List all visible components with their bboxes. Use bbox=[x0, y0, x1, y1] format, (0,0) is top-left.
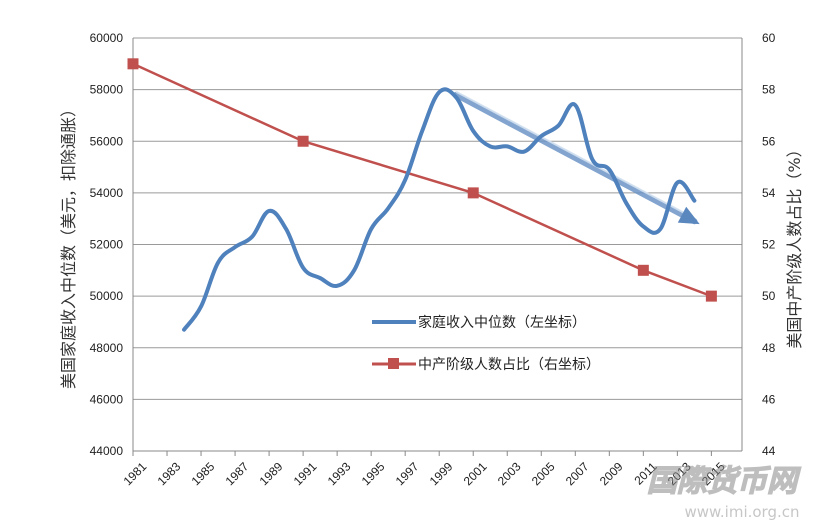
x-ticks: 1981 1983 1985 1987 1989 1991 1993 1995 1997 1999… bbox=[121, 451, 728, 488]
watermark-title: 国際货币网 bbox=[647, 464, 801, 499]
gridlines bbox=[133, 37, 742, 400]
axes bbox=[132, 38, 743, 452]
left-tick-label: 52000 bbox=[90, 238, 124, 252]
series-layer bbox=[127, 58, 717, 332]
right-tick-label: 56 bbox=[762, 134, 776, 148]
legend-label-middle-class: 中产阶级人数占比（右坐标） bbox=[418, 357, 600, 373]
right-tick-label: 44 bbox=[762, 444, 776, 458]
middle-class-line bbox=[133, 62, 712, 298]
right-tick-label: 58 bbox=[762, 83, 776, 97]
right-axis-title: 美国中产阶级人数占比（%） bbox=[785, 141, 804, 348]
middle-class-markers bbox=[127, 58, 717, 302]
right-tick-label: 48 bbox=[762, 341, 776, 355]
right-tick-label: 54 bbox=[762, 186, 776, 200]
right-tick-label: 52 bbox=[762, 238, 776, 252]
left-tick-label: 58000 bbox=[90, 83, 124, 97]
right-tick-label: 50 bbox=[762, 289, 776, 303]
legend-marker-middle-class bbox=[388, 358, 399, 369]
right-tick-label: 60 bbox=[762, 31, 776, 45]
x-tick-label: 2005 bbox=[529, 459, 558, 488]
left-tick-label: 50000 bbox=[90, 289, 124, 303]
x-tick-label: 2003 bbox=[495, 459, 524, 488]
x-tick-label: 2001 bbox=[461, 459, 490, 488]
middle-class-point bbox=[637, 264, 649, 276]
x-tick-label: 1985 bbox=[189, 459, 218, 488]
trend-arrow-shaft bbox=[453, 91, 698, 225]
right-y-ticks: 44 46 48 50 52 54 56 58 60 bbox=[762, 31, 776, 458]
watermark-url: www.imi.org.cn bbox=[684, 503, 799, 521]
watermark: 国際货币网 www.imi.org.cn bbox=[646, 463, 801, 521]
middle-class-point bbox=[297, 135, 309, 147]
middle-class-series bbox=[133, 62, 712, 298]
legend-label-income: 家庭收入中位数（左坐标） bbox=[418, 314, 586, 331]
x-tick-label: 1987 bbox=[223, 459, 252, 488]
trend-arrow-head bbox=[677, 206, 700, 225]
middle-class-point bbox=[467, 187, 479, 199]
x-tick-label: 1989 bbox=[257, 459, 286, 488]
x-tick-label: 1997 bbox=[393, 459, 422, 488]
left-tick-label: 54000 bbox=[90, 186, 124, 200]
income-line bbox=[182, 87, 697, 332]
x-tick-label: 1993 bbox=[325, 459, 354, 488]
left-y-ticks: 44000 46000 48000 50000 52000 54000 56000 58000… bbox=[90, 31, 124, 458]
x-tick-label: 2009 bbox=[597, 459, 626, 488]
x-tick-label: 1983 bbox=[155, 459, 184, 488]
middle-class-point bbox=[705, 290, 717, 302]
x-tick-label: 1995 bbox=[359, 459, 388, 488]
left-tick-label: 60000 bbox=[90, 31, 124, 45]
left-tick-label: 44000 bbox=[90, 444, 124, 458]
x-tick-label: 1991 bbox=[291, 459, 320, 488]
left-tick-label: 48000 bbox=[90, 341, 124, 355]
x-tick-label: 1999 bbox=[427, 459, 456, 488]
legend: 家庭收入中位数（左坐标） 中产阶级人数占比（右坐标） bbox=[372, 314, 600, 373]
trend-arrow bbox=[453, 90, 700, 225]
trend-arrow-highlight bbox=[455, 90, 695, 220]
middle-class-point bbox=[127, 58, 139, 70]
right-tick-label: 46 bbox=[762, 392, 776, 406]
x-tick-label: 2007 bbox=[563, 459, 592, 488]
left-axis-title: 美国家庭收入中位数（美元，扣除通胀） bbox=[59, 101, 78, 389]
left-tick-label: 56000 bbox=[90, 134, 124, 148]
x-tick-label: 1981 bbox=[121, 459, 150, 488]
left-tick-label: 46000 bbox=[90, 392, 124, 406]
